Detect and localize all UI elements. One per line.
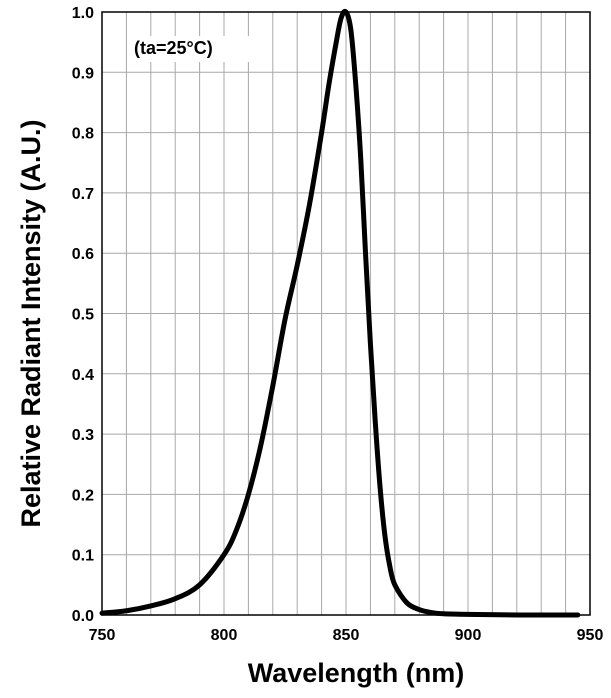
y-tick-label: 0.9: [72, 65, 94, 82]
grid-lines: [102, 12, 590, 615]
y-tick-label: 0.0: [72, 608, 94, 625]
x-axis-title: Wavelength (nm): [248, 658, 465, 688]
temperature-annotation: (ta=25°C): [134, 38, 213, 58]
y-tick-label: 0.2: [72, 487, 94, 504]
x-tick-label: 850: [333, 627, 360, 644]
y-tick-label: 1.0: [72, 5, 94, 22]
y-tick-label: 0.4: [72, 367, 94, 384]
x-tick-label: 950: [577, 627, 604, 644]
x-tick-label: 900: [455, 627, 482, 644]
y-tick-label: 0.7: [72, 186, 94, 203]
y-tick-label: 0.1: [72, 548, 94, 565]
series-layer: [99, 8, 581, 618]
y-tick-label: 0.8: [72, 126, 94, 143]
y-axis-title: Relative Radiant Intensity (A.U.): [16, 119, 46, 527]
y-tick-label: 0.6: [72, 246, 94, 263]
spectrum-curve: [99, 8, 581, 618]
y-tick-labels: 0.0 0.1 0.2 0.3 0.4 0.5 0.6 0.7 0.8 0.9 1.0: [72, 5, 94, 625]
plot-frame: [101, 11, 591, 616]
x-tick-label: 800: [211, 627, 238, 644]
y-tick-label: 0.5: [72, 307, 94, 324]
y-tick-label: 0.3: [72, 427, 94, 444]
annotation-background: [128, 36, 253, 62]
x-tick-label: 750: [89, 627, 116, 644]
x-tick-labels: 750 800 850 900 950: [89, 627, 604, 644]
